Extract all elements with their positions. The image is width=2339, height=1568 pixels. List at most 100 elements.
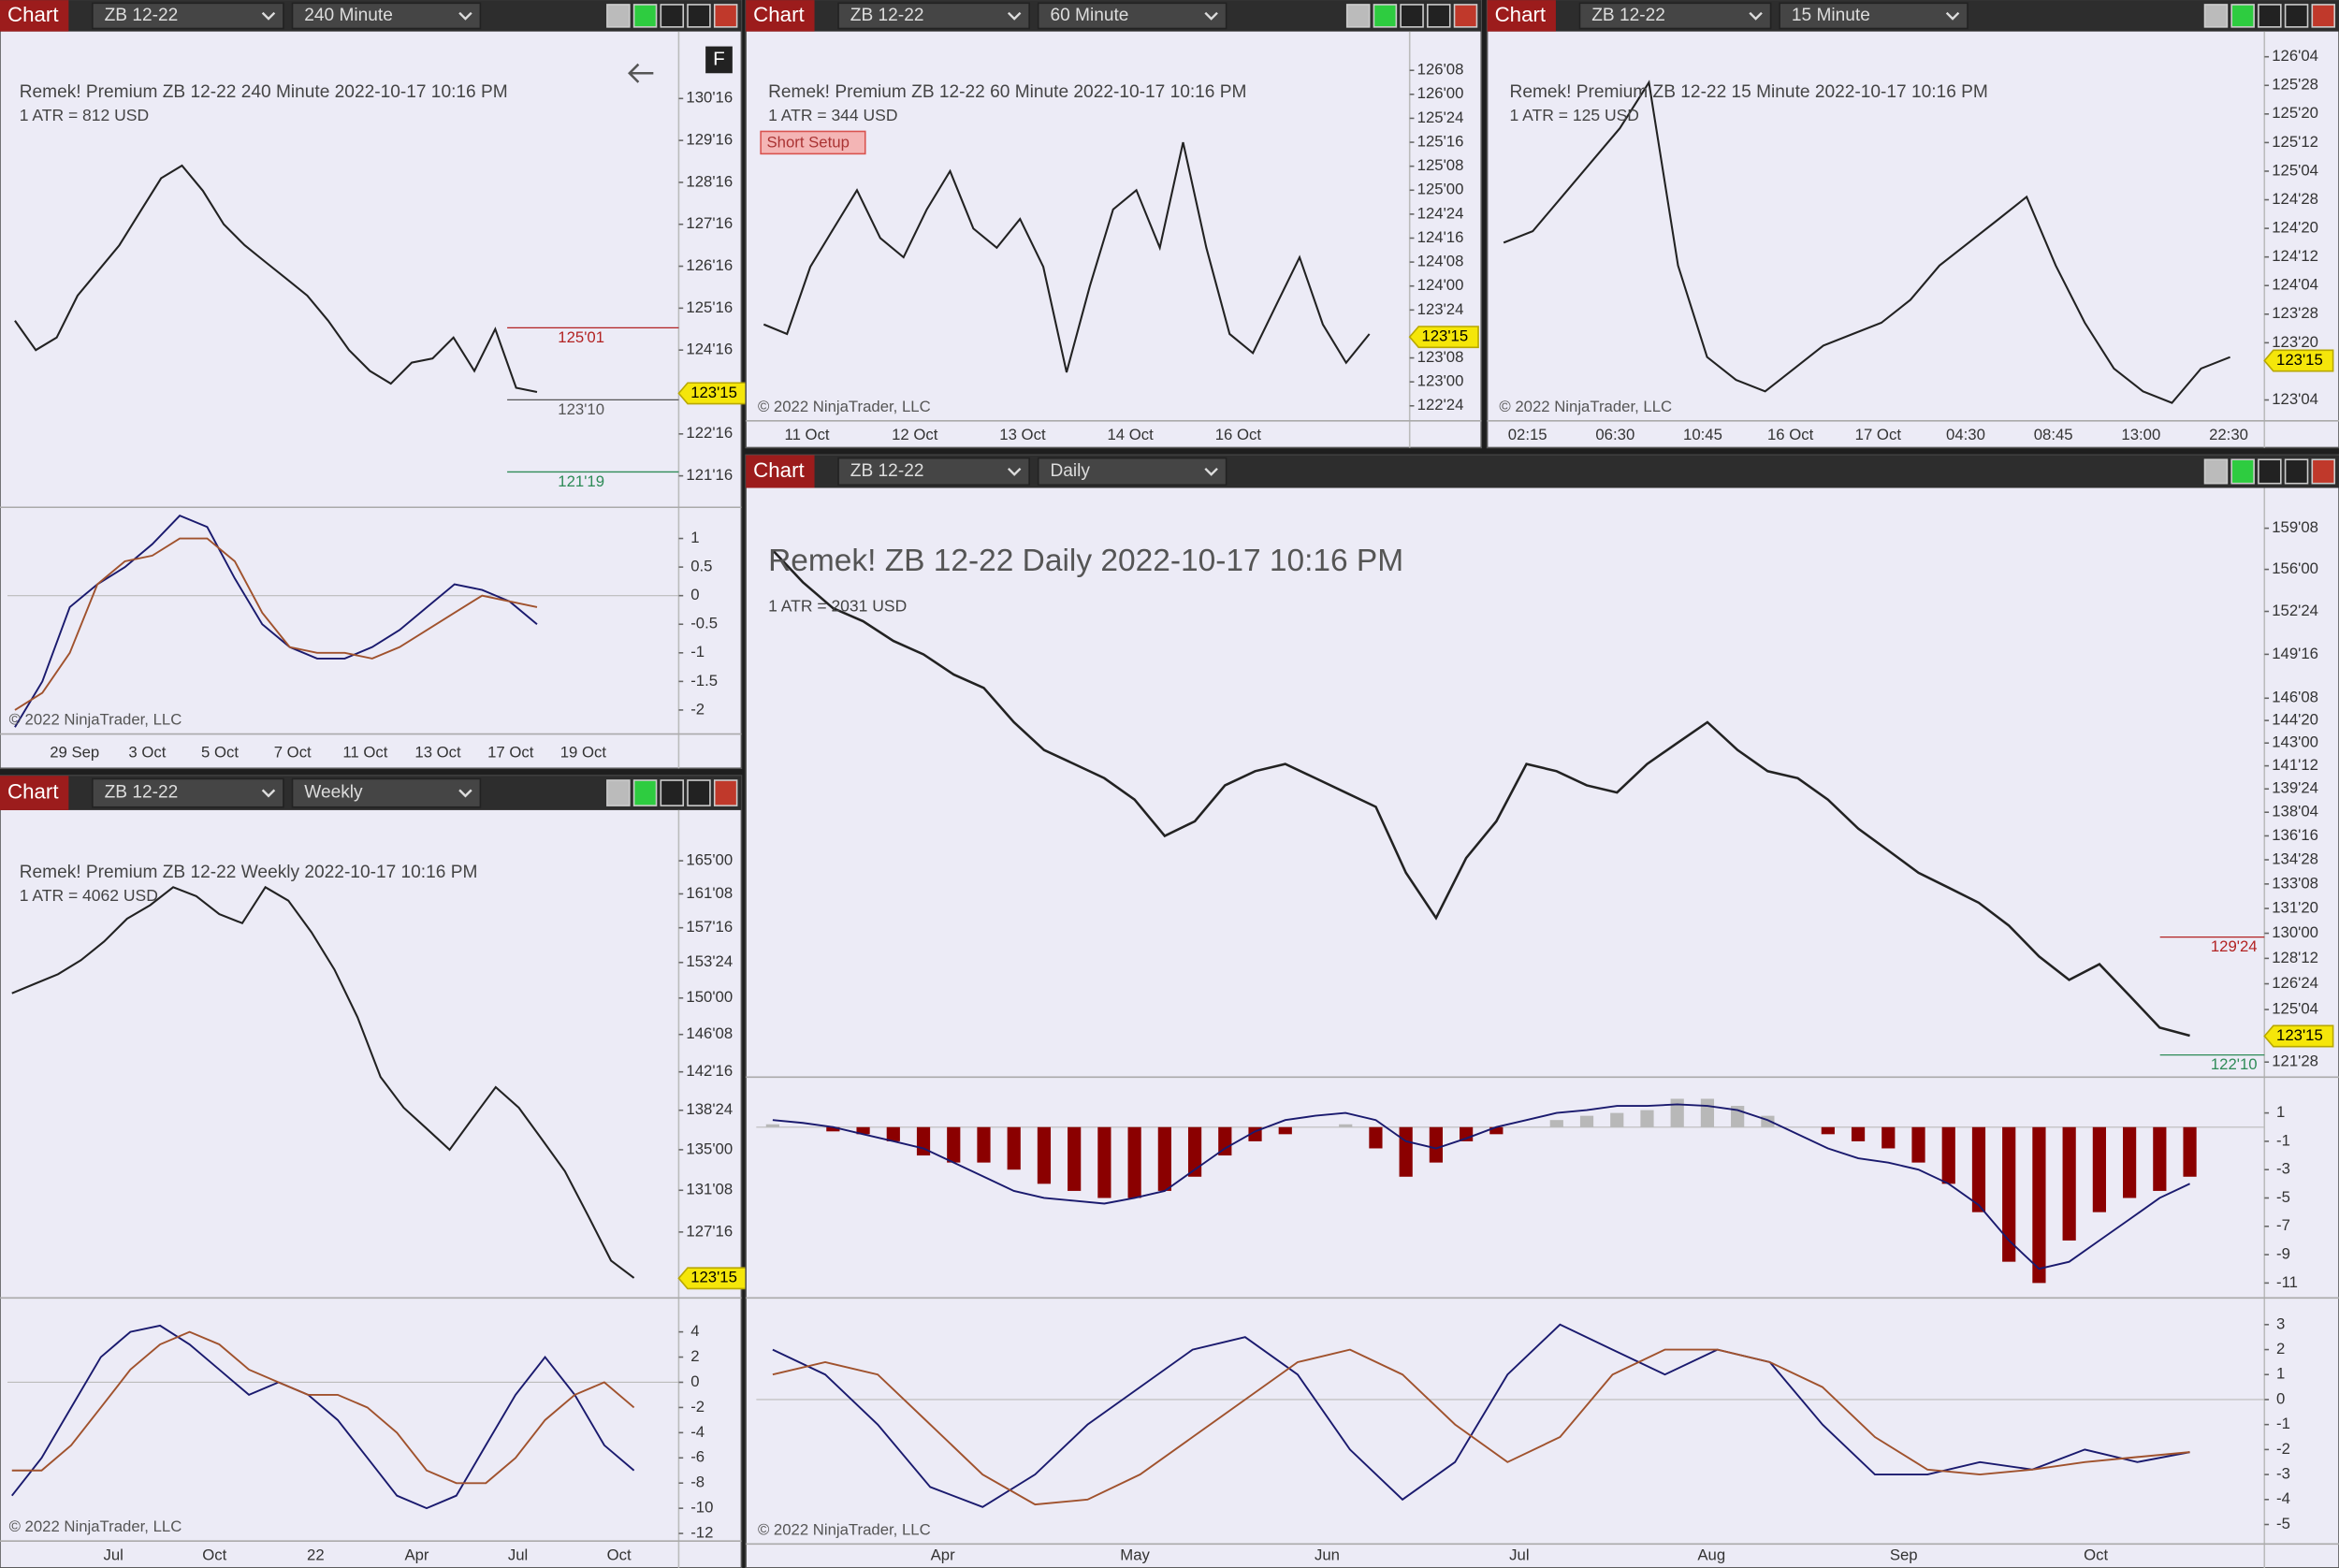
link-color-button[interactable] (632, 4, 658, 28)
minimize-button[interactable] (2203, 458, 2229, 485)
oscillator-line (11, 1324, 635, 1510)
histogram-bar (1037, 1126, 1052, 1184)
histogram-bar (826, 1126, 840, 1132)
close-button[interactable] (1453, 4, 1478, 28)
interval-dropdown[interactable] (1779, 2, 1969, 30)
instrument-dropdown-label: ZB 12-22 (105, 783, 179, 803)
time-label: 14 Oct (1107, 426, 1154, 443)
price-tick-label: 122'24 (1417, 396, 1464, 414)
histogram-bar (1881, 1126, 1896, 1149)
close-button[interactable] (2311, 4, 2336, 28)
instrument-dropdown[interactable] (837, 457, 1030, 486)
oscillator-line (772, 1323, 2190, 1508)
time-label: 06:30 (1595, 426, 1634, 443)
close-button[interactable] (713, 779, 738, 806)
f-button[interactable] (705, 46, 733, 74)
interval-dropdown[interactable] (1037, 2, 1228, 30)
minimize-button[interactable] (606, 779, 631, 806)
price-line (11, 885, 635, 1279)
link-color-button[interactable] (1373, 4, 1398, 28)
restore-button[interactable] (687, 779, 711, 806)
time-label: Apr (404, 1546, 429, 1564)
dropdown-arrow (261, 11, 276, 21)
price-tick-label: 157'16 (686, 918, 733, 936)
interval-dropdown[interactable] (291, 777, 482, 808)
chart-tab[interactable] (746, 455, 815, 488)
price-tick-label: 135'00 (686, 1140, 733, 1157)
price-tick-label: 139'24 (2272, 779, 2318, 797)
oscillator-line (772, 1103, 2190, 1270)
level-label: 123'10 (558, 400, 604, 418)
price-tick-label: 123'28 (2272, 304, 2318, 322)
osc-tick-label: -11 (2276, 1273, 2298, 1291)
copyright: © 2022 NinjaTrader, LLC (758, 398, 931, 415)
maximize-button[interactable] (660, 4, 685, 28)
osc-tick-label: 0.5 (690, 558, 712, 575)
price-tick-label: 133'08 (2272, 874, 2318, 892)
link-color-button[interactable] (632, 779, 658, 806)
time-label: 16 Oct (1767, 426, 1814, 443)
price-line (771, 549, 2190, 1038)
restore-button[interactable] (2284, 4, 2309, 28)
instrument-dropdown[interactable] (1578, 2, 1772, 30)
close-button[interactable] (2311, 458, 2336, 485)
close-button[interactable] (713, 4, 738, 28)
price-tick-label: 144'20 (2272, 711, 2318, 729)
instrument-dropdown[interactable] (92, 2, 284, 30)
price-tick-label: 149'16 (2272, 645, 2318, 662)
osc-tick-label: -2 (2276, 1440, 2290, 1458)
interval-dropdown[interactable] (291, 2, 482, 30)
price-tick-label: 125'28 (2272, 76, 2318, 94)
price-tick-label: 161'08 (686, 884, 733, 902)
chart-tab[interactable] (0, 0, 69, 32)
time-label: 7 Oct (274, 744, 312, 762)
price-tick-label: 123'20 (2272, 333, 2318, 351)
time-label: 19 Oct (560, 744, 607, 762)
chart-tab[interactable] (1487, 0, 1556, 32)
restore-button[interactable] (2284, 458, 2309, 485)
chart-tab[interactable] (0, 776, 69, 810)
time-label: 04:30 (1946, 426, 1985, 443)
minimize-button[interactable] (1345, 4, 1371, 28)
link-color-button[interactable] (2230, 4, 2255, 28)
link-color-button[interactable] (2230, 458, 2255, 485)
minimize-button[interactable] (606, 4, 631, 28)
osc-tick-label: 1 (2276, 1103, 2285, 1121)
time-label: Jul (103, 1546, 123, 1564)
setup-box (760, 130, 866, 155)
histogram-bar (1610, 1112, 1624, 1127)
time-label: Jul (508, 1546, 528, 1564)
restore-button[interactable] (1427, 4, 1451, 28)
time-label: 17 Oct (1855, 426, 1902, 443)
instrument-dropdown[interactable] (92, 777, 284, 808)
osc-tick-label: 0 (2276, 1389, 2285, 1407)
price-tick-label: 126'08 (1417, 61, 1464, 79)
maximize-button[interactable] (1400, 4, 1424, 28)
maximize-button[interactable] (660, 779, 685, 806)
maximize-button[interactable] (2258, 458, 2282, 485)
histogram-bar (2032, 1126, 2046, 1284)
maximize-button[interactable] (2258, 4, 2282, 28)
time-label: 11 Oct (342, 744, 387, 762)
last-price-marker (1408, 326, 1479, 349)
histogram-bar (2092, 1126, 2106, 1212)
last-price-label: 123'15 (1421, 327, 1468, 345)
interval-dropdown[interactable] (1037, 457, 1228, 486)
atr-label: 1 ATR = 344 USD (768, 106, 897, 124)
dropdown-arrow (1749, 11, 1763, 21)
osc-tick-label: 2 (2276, 1340, 2285, 1357)
price-tick-label: 143'00 (2272, 733, 2318, 751)
osc-tick-label: 1 (2276, 1365, 2285, 1383)
chart-tab[interactable] (746, 0, 815, 32)
back-arrow[interactable] (628, 63, 654, 83)
interval-dropdown-label: 60 Minute (1050, 6, 1128, 25)
restore-button[interactable] (687, 4, 711, 28)
price-tick-label: 121'16 (686, 466, 733, 484)
histogram-bar (1429, 1126, 1443, 1163)
level-label: 125'01 (558, 328, 604, 346)
instrument-dropdown[interactable] (837, 2, 1030, 30)
histogram-bar (2002, 1126, 2016, 1262)
minimize-button[interactable] (2203, 4, 2229, 28)
